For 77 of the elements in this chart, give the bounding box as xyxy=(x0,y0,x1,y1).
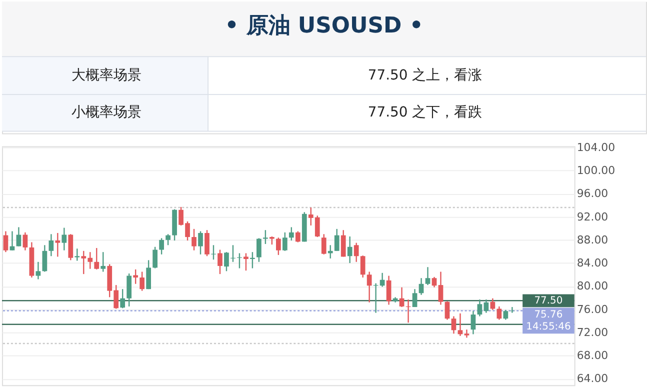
text: 小概率场景 xyxy=(72,104,142,120)
candlestick xyxy=(399,286,404,308)
y-tick-label: 68.00 xyxy=(576,349,608,362)
candlestick xyxy=(464,328,470,338)
candlestick xyxy=(321,234,326,255)
candlestick xyxy=(100,251,106,272)
candlestick xyxy=(444,300,450,320)
candlestick xyxy=(425,266,430,286)
y-tick-label: 96.00 xyxy=(576,187,608,200)
text: 大概率场景 xyxy=(72,68,142,84)
candlestick xyxy=(133,268,138,284)
candlestick xyxy=(282,232,288,252)
candlestick xyxy=(360,254,366,278)
candlestick xyxy=(477,298,482,317)
candlestick xyxy=(68,234,74,261)
candlestick xyxy=(22,232,28,251)
chart-title: • 原油 USOUSD • xyxy=(224,14,424,39)
candlestick xyxy=(490,298,496,311)
candlestick xyxy=(146,260,151,290)
candlestick xyxy=(458,312,463,337)
y-tick-label: 100.00 xyxy=(576,164,616,177)
candlestick xyxy=(120,288,126,309)
candlestick xyxy=(412,288,418,308)
candlestick xyxy=(347,236,352,264)
y-tick-label: 84.00 xyxy=(576,256,608,270)
candlestick xyxy=(496,306,502,320)
candlestick xyxy=(263,229,268,245)
y-tick-label: 104.00 xyxy=(576,140,616,154)
candlestick xyxy=(503,309,508,320)
ref-line-label: 75.76 14:55:46 xyxy=(526,310,571,333)
candlestick xyxy=(94,247,100,270)
candlestick xyxy=(288,226,294,242)
candlestick xyxy=(451,316,456,334)
candlestick xyxy=(470,310,476,335)
candlestick xyxy=(152,246,158,269)
y-tick-label: 64.00 xyxy=(576,372,608,386)
candlestick xyxy=(126,272,132,308)
y-tick-label: 80.00 xyxy=(576,280,608,293)
candlestick xyxy=(204,229,210,257)
candlestick xyxy=(36,261,41,280)
candlestick xyxy=(484,298,489,314)
y-tick-label: 88.00 xyxy=(576,233,608,246)
candlestick xyxy=(418,278,424,296)
candlestick xyxy=(55,232,60,258)
text: 77.50 之下，看跌 xyxy=(368,104,482,120)
candlestick xyxy=(340,229,346,258)
candlestick xyxy=(432,276,437,288)
candlestick xyxy=(438,271,444,306)
candlestick xyxy=(48,234,54,257)
y-tick-label: 76.00 xyxy=(576,302,608,316)
candlestick xyxy=(42,244,48,272)
candlestick xyxy=(16,226,22,247)
candlestick xyxy=(237,252,242,269)
candlestick xyxy=(366,271,372,303)
y-tick-label: 72.00 xyxy=(576,326,608,339)
ref-line-label: 77.50 xyxy=(534,296,563,307)
candlestick xyxy=(159,238,164,255)
candlestick xyxy=(510,306,515,314)
candlestick xyxy=(276,237,281,256)
candlestick xyxy=(166,234,170,246)
candlestick xyxy=(295,230,300,243)
candlestick xyxy=(10,230,15,251)
candlestick xyxy=(334,228,340,252)
text: 77.50 之上，看涨 xyxy=(368,68,482,84)
candlestick xyxy=(244,252,248,272)
candlestick xyxy=(198,230,203,255)
candlestick xyxy=(3,230,8,253)
candlestick xyxy=(74,248,80,262)
candlestick xyxy=(62,227,67,251)
candlestick xyxy=(218,249,222,275)
y-tick-label: 92.00 xyxy=(576,210,608,224)
candlestick xyxy=(386,275,392,306)
candlestick xyxy=(211,244,216,260)
candlestick xyxy=(192,228,196,251)
candlestick xyxy=(140,271,145,292)
candlestick xyxy=(354,242,359,263)
candlestick xyxy=(256,238,262,263)
